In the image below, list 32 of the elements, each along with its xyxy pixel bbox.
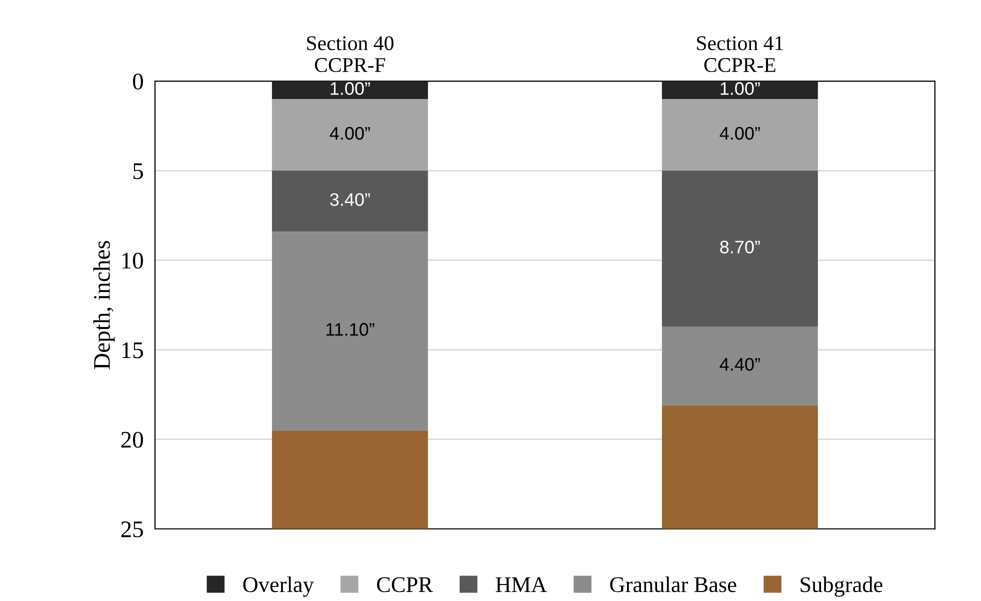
data-label: 8.70” [720,240,760,254]
legend-label: HMA [496,577,547,592]
legend-label: Overlay [243,576,314,597]
y-tick-label: 25 [121,521,143,538]
y-axis-title: Depth, inches [93,240,115,370]
y-tick-label: 20 [121,432,143,448]
legend-label: Granular Base [610,576,736,592]
data-label: 4.00” [330,126,370,140]
y-tick-label: 5 [133,163,143,180]
bar [662,170,818,326]
y-tick-label: 0 [132,74,143,90]
bar [662,405,818,529]
data-label: 4.00” [720,126,760,140]
data-label: 4.40” [720,358,760,371]
bar [272,99,428,171]
bar [662,81,818,100]
legend-label: Subgrade [800,576,882,597]
bar [272,232,428,430]
bar [662,99,818,171]
y-tick-label: 15 [122,342,143,358]
bar [272,430,428,529]
bar [662,326,818,406]
data-label: 1.00” [330,82,370,95]
y-tick-label: 10 [122,252,143,269]
x-tick-label: Section 41 CCPR-E [697,36,783,72]
x-tick-label: Section 40 CCPR-F [307,36,394,72]
bar [272,81,428,100]
legend-label: CCPR [377,577,433,592]
data-label: 1.00” [720,82,760,95]
data-label: 3.40” [330,193,370,206]
bar [272,170,428,232]
data-label: 11.10” [326,323,374,336]
